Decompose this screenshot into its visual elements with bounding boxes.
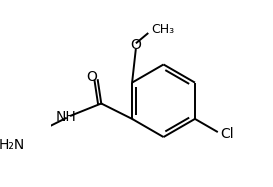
Text: O: O bbox=[86, 70, 97, 84]
Text: Cl: Cl bbox=[221, 127, 234, 141]
Text: H₂N: H₂N bbox=[0, 138, 25, 152]
Text: O: O bbox=[130, 38, 141, 52]
Text: NH: NH bbox=[56, 110, 77, 124]
Text: CH₃: CH₃ bbox=[151, 24, 174, 36]
